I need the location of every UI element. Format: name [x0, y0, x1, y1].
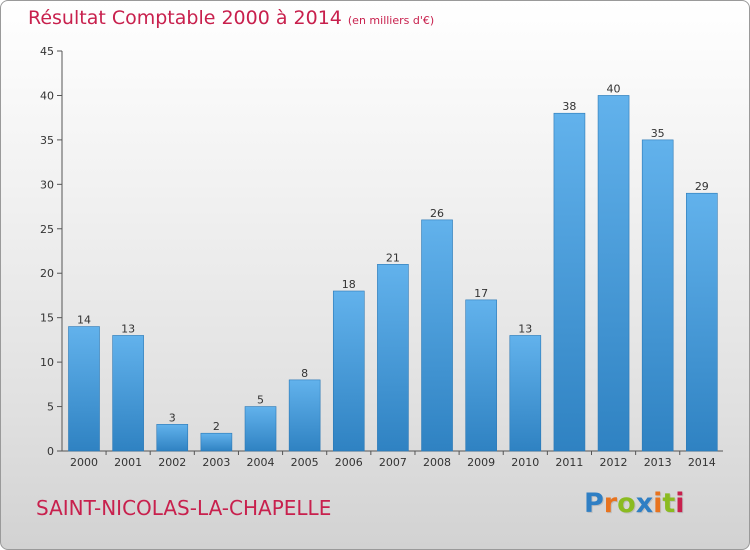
commune-name: SAINT-NICOLAS-LA-CHAPELLE — [36, 496, 332, 520]
bar-2009 — [465, 299, 497, 452]
x-tick-label-2004: 2004 — [247, 456, 275, 469]
bar-2011 — [553, 112, 586, 452]
x-tick-label-2010: 2010 — [511, 456, 539, 469]
x-tick-label-2002: 2002 — [158, 456, 186, 469]
bar-value-label-2011: 38 — [562, 100, 576, 113]
x-tick-label-2000: 2000 — [70, 456, 98, 469]
logo-letter: x — [635, 488, 654, 519]
y-tick-label: 45 — [40, 45, 54, 58]
logo-letter: P — [584, 488, 604, 519]
x-tick-label-2009: 2009 — [467, 456, 495, 469]
y-tick-label: 20 — [40, 267, 54, 280]
chart-subtitle: (en milliers d'€) — [347, 14, 435, 27]
x-tick-label-2011: 2011 — [555, 456, 583, 469]
bar-2004 — [244, 406, 277, 452]
y-tick-label: 15 — [40, 312, 54, 325]
x-tick-label-2007: 2007 — [379, 456, 407, 469]
bar-value-label-2002: 3 — [169, 411, 176, 424]
bar-value-label-2014: 29 — [695, 180, 709, 193]
bar-2008 — [421, 219, 453, 452]
bar-value-label-2000: 14 — [77, 314, 91, 327]
y-tick-label: 5 — [47, 401, 54, 414]
bar-value-label-2008: 26 — [430, 207, 444, 220]
logo-letter: r — [603, 488, 618, 519]
chart-title: Résultat Comptable 2000 à 2014 (en millie… — [28, 7, 435, 29]
bar-value-label-2010: 13 — [518, 322, 532, 335]
logo-letter: i — [675, 488, 685, 519]
x-tick-label-2008: 2008 — [423, 456, 451, 469]
x-tick-label-2001: 2001 — [114, 456, 142, 469]
x-tick-label-2006: 2006 — [335, 456, 363, 469]
bar-value-label-2004: 5 — [257, 394, 264, 407]
bar-2000 — [68, 326, 100, 452]
bar-2013 — [641, 139, 674, 452]
bar-2005 — [288, 379, 321, 452]
bar-2007 — [377, 264, 409, 452]
bar-value-label-2003: 2 — [213, 420, 220, 433]
y-tick-label: 30 — [40, 178, 54, 191]
logo-letter: i — [653, 488, 663, 519]
bar-2010 — [509, 335, 542, 452]
bar-value-label-2012: 40 — [607, 82, 621, 95]
bar-2006 — [332, 290, 365, 452]
bar-value-label-2009: 17 — [474, 287, 488, 300]
bar-2003 — [200, 432, 233, 452]
bar-value-label-2001: 13 — [121, 322, 135, 335]
bar-value-label-2007: 21 — [386, 251, 400, 264]
x-tick-label-2012: 2012 — [600, 456, 628, 469]
bar-2014 — [686, 192, 718, 452]
proxiti-logo: Proxiti — [584, 488, 685, 519]
bar-value-label-2006: 18 — [342, 278, 356, 291]
x-tick-label-2003: 2003 — [202, 456, 230, 469]
bar-2001 — [112, 335, 144, 452]
logo-letter: t — [662, 488, 676, 519]
y-tick-label: 10 — [40, 356, 54, 369]
bar-2012 — [597, 95, 630, 452]
bar-value-label-2013: 35 — [651, 127, 665, 140]
y-tick-label: 25 — [40, 223, 54, 236]
chart-bars: 14 2000 13 2001 3 2002 2 2003 5 2004 8 2005 18 2006 21… — [68, 82, 718, 469]
bar-value-label-2005: 8 — [301, 367, 308, 380]
logo-letter: o — [617, 488, 636, 519]
y-tick-label: 40 — [40, 89, 54, 102]
y-tick-label: 35 — [40, 134, 54, 147]
bar-2002 — [156, 424, 189, 452]
y-tick-label: 0 — [47, 445, 54, 458]
x-tick-label-2005: 2005 — [291, 456, 319, 469]
x-tick-label-2013: 2013 — [644, 456, 672, 469]
x-tick-label-2014: 2014 — [688, 456, 716, 469]
